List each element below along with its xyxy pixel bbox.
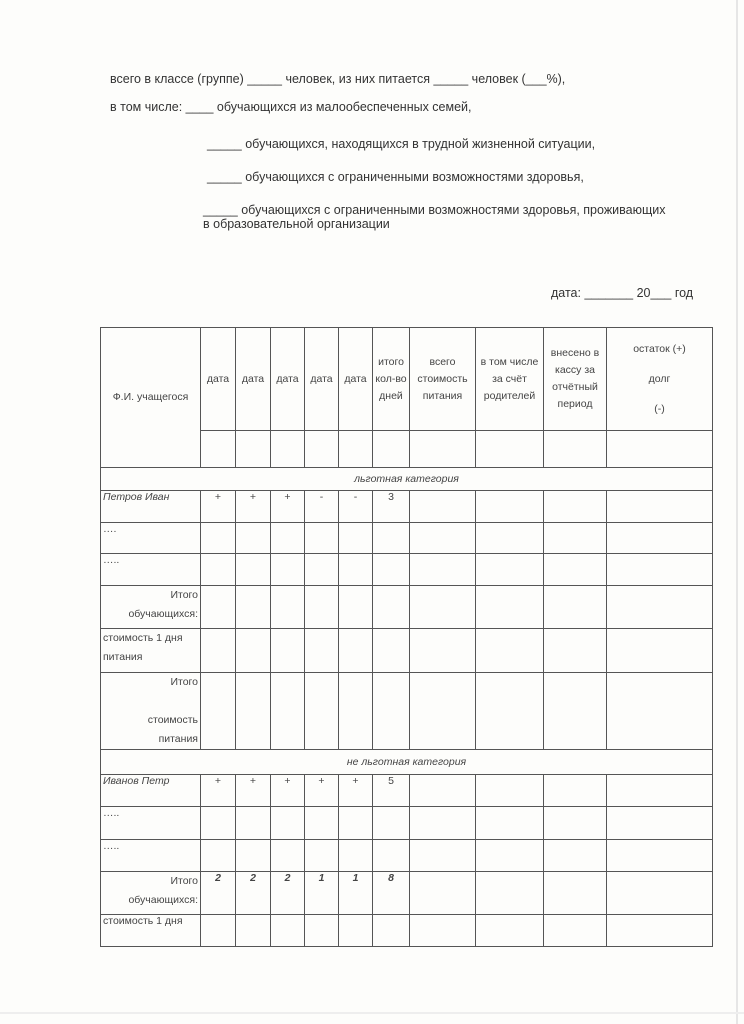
disabilities-line: _____ обучающихся с ограниченными возмож… <box>207 170 584 184</box>
placeholder-row-label: ….. <box>100 553 201 586</box>
total-label-b: обучающихся: <box>128 608 198 620</box>
mark: + <box>200 490 236 523</box>
day-cost-b: питания <box>103 651 143 663</box>
days: 3 <box>372 490 410 523</box>
days: 5 <box>372 774 410 807</box>
placeholder-row-label: ….. <box>100 839 201 872</box>
balance-debt: долг <box>648 373 671 385</box>
total-cost-row: Итого стоимость питания <box>100 672 713 750</box>
disabilities-residing-line-2: в образовательной организации <box>203 217 390 231</box>
disabilities-residing-line: _____ обучающихся с ограниченными возмож… <box>203 203 666 217</box>
table-row: ….. <box>100 806 713 840</box>
balance-plus: остаток (+) <box>633 343 686 355</box>
day-cost-label: стоимость 1 дня питания <box>100 628 201 673</box>
mark: + <box>235 774 271 807</box>
header-balance: остаток (+) долг (-) <box>606 327 713 431</box>
total-cost-c: питания <box>158 733 198 745</box>
total-cost-b: стоимость <box>147 714 198 726</box>
header-days: итого кол-во дней <box>372 327 410 431</box>
header-total-cost: всего стоимость питания <box>409 327 476 431</box>
balance-minus: (-) <box>654 403 665 415</box>
table-header-row: Ф.И. учащегося дата дата дата дата дата … <box>100 327 713 468</box>
section-row: льготная категория <box>100 467 713 491</box>
total-value: 1 <box>338 871 373 915</box>
mark: + <box>304 774 339 807</box>
total-days: 8 <box>372 871 410 915</box>
day-cost-row: стоимость 1 дня питания <box>100 628 713 673</box>
header-date: дата <box>304 327 339 431</box>
total-students-row: Итого обучающихся: <box>100 585 713 629</box>
header-paid: внесено в кассу за отчётный период <box>543 327 607 431</box>
day-cost-row: стоимость 1 дня <box>100 914 713 947</box>
table-row: Иванов Петр + + + + + 5 <box>100 774 713 807</box>
mark: + <box>200 774 236 807</box>
table-row: ….. <box>100 553 713 586</box>
student-name: Иванов Петр <box>100 774 201 807</box>
table-row: …. <box>100 522 713 554</box>
table-row: Петров Иван + + + - - 3 <box>100 490 713 523</box>
student-name: Петров Иван <box>100 490 201 523</box>
placeholder-row-label: ….. <box>100 806 201 840</box>
total-value: 2 <box>200 871 236 915</box>
meal-accounting-table: Ф.И. учащегося дата дата дата дата дата … <box>100 327 713 947</box>
total-value: 1 <box>304 871 339 915</box>
scan-edge <box>736 0 738 1024</box>
mark: - <box>304 490 339 523</box>
header-name: Ф.И. учащегося <box>100 327 201 468</box>
mark: + <box>270 490 305 523</box>
total-students-label: Итого обучающихся: <box>100 585 201 629</box>
mark: - <box>338 490 373 523</box>
section-row: не льготная категория <box>100 749 713 775</box>
table-row: ….. <box>100 839 713 872</box>
section-title-regular: не льготная категория <box>100 749 713 775</box>
header-parents: в том числе за счёт родителей <box>475 327 544 431</box>
blank-row <box>101 430 713 468</box>
day-cost-a: стоимость 1 дня <box>103 632 183 644</box>
difficult-situation-line: _____ обучающихся, находящихся в трудной… <box>207 137 596 151</box>
total-students-row: Итого обучающихся: 2 2 2 1 1 8 <box>100 871 713 915</box>
header-date: дата <box>270 327 305 431</box>
date-line: дата: _______ 20___ год <box>551 286 694 300</box>
mark: + <box>270 774 305 807</box>
low-income-line: в том числе: ____ обучающихся из малообе… <box>110 100 472 114</box>
header-date: дата <box>200 327 236 431</box>
total-label-a: Итого <box>170 875 198 887</box>
total-cost-a: Итого <box>170 676 198 688</box>
class-count-line: всего в классе (группе) _____ человек, и… <box>110 72 566 86</box>
section-title-preferential: льготная категория <box>100 467 713 491</box>
total-students-label: Итого обучающихся: <box>100 871 201 915</box>
total-value: 2 <box>235 871 271 915</box>
total-value: 2 <box>270 871 305 915</box>
total-label-b: обучающихся: <box>128 894 198 906</box>
scan-edge <box>0 1012 744 1014</box>
header-date: дата <box>235 327 271 431</box>
day-cost-label: стоимость 1 дня <box>100 914 201 947</box>
total-cost-label: Итого стоимость питания <box>100 672 201 750</box>
placeholder-row-label: …. <box>100 522 201 554</box>
mark: + <box>338 774 373 807</box>
header-date: дата <box>338 327 373 431</box>
mark: + <box>235 490 271 523</box>
total-label-a: Итого <box>170 589 198 601</box>
